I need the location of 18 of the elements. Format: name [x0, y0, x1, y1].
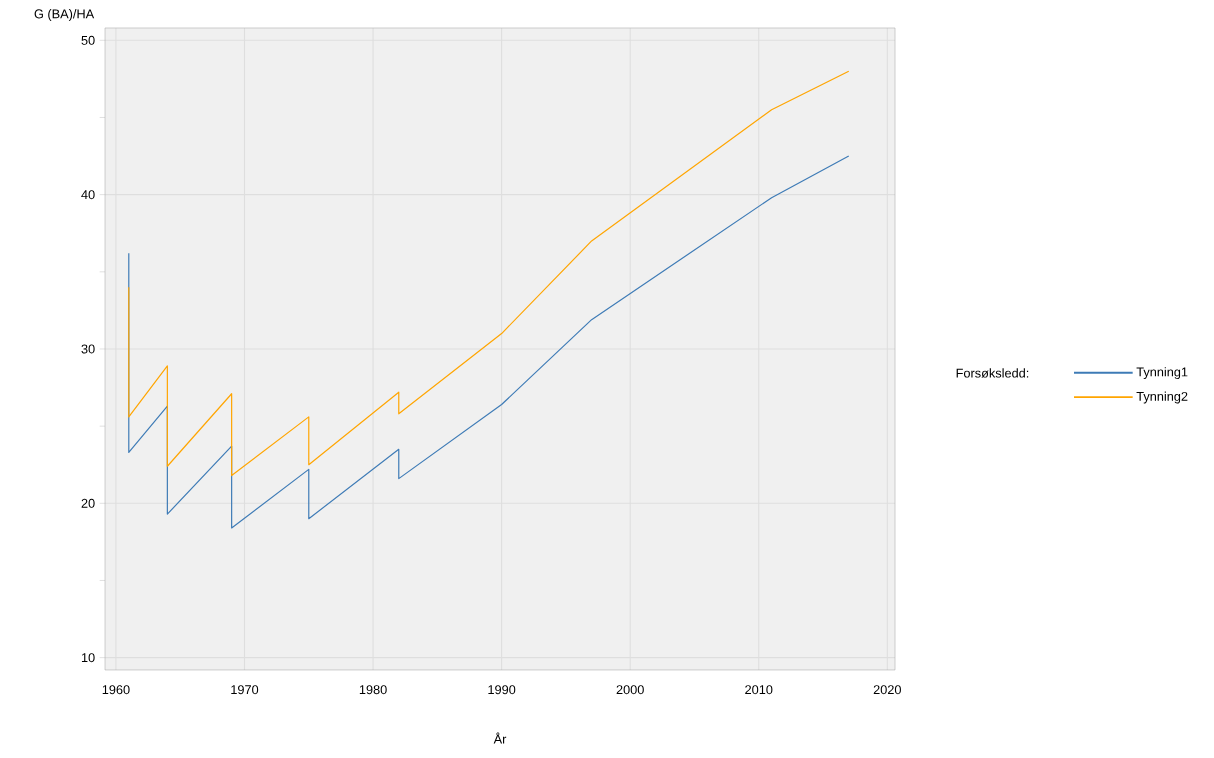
y-tick-label: 10	[81, 653, 95, 663]
x-tick-label: 1960	[102, 685, 130, 695]
x-axis-title: År	[493, 732, 507, 744]
x-tick-label: 1980	[359, 685, 387, 695]
x-tick-label: 1990	[488, 685, 516, 695]
x-tick-label: 2020	[873, 685, 901, 695]
line-series	[128, 70, 850, 477]
x-tick-label: 2000	[616, 685, 644, 695]
y-axis-title: G (BA)/HA	[34, 9, 95, 21]
legend-title: Forsøksledd:	[956, 368, 1029, 378]
y-tick-label: 20	[81, 498, 95, 508]
legend-label: Tynning1	[1136, 367, 1188, 380]
x-tick-label: 2010	[745, 685, 773, 695]
y-tick-label: 30	[81, 344, 95, 354]
y-tick-label: 40	[81, 190, 95, 200]
legend-label: Tynning2	[1136, 391, 1188, 404]
y-tick-label: 50	[81, 35, 95, 45]
x-tick-label: 1970	[231, 685, 259, 695]
